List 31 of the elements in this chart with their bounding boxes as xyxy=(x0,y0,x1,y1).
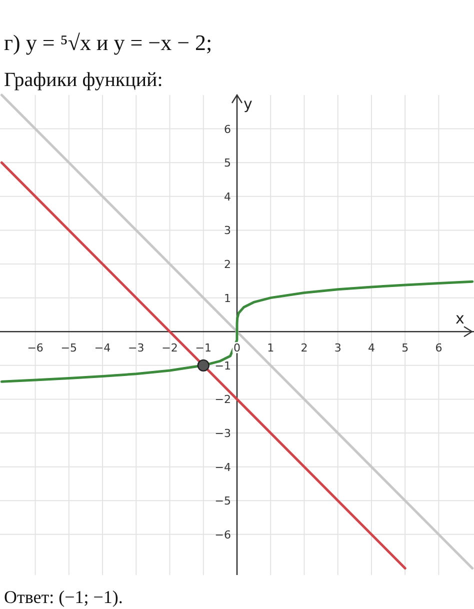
x-tick-label: 1 xyxy=(267,342,274,355)
y-tick-label: −5 xyxy=(214,494,231,508)
y-tick-label: −3 xyxy=(214,427,231,440)
y-tick-label: −1 xyxy=(214,359,231,372)
y-tick-label: 3 xyxy=(224,224,231,238)
y-tick-label: 6 xyxy=(224,122,231,136)
y-tick-label: 5 xyxy=(224,156,231,170)
y-tick-label: 4 xyxy=(224,190,231,204)
x-tick-label: 4 xyxy=(368,342,375,355)
text: Ответ: (−1; −1). xyxy=(4,587,123,607)
x-axis-title: x xyxy=(456,310,465,328)
x-tick-label: −3 xyxy=(128,342,144,355)
x-tick-label: 6 xyxy=(435,342,442,355)
x-tick-label: 0 xyxy=(234,342,240,355)
y-tick-label: 1 xyxy=(224,292,231,305)
x-tick-label: −4 xyxy=(94,342,111,355)
x-tick-label: −6 xyxy=(27,342,44,355)
x-tick-label: 3 xyxy=(334,342,342,355)
x-tick-label: 2 xyxy=(300,342,308,355)
chart-subtitle: Графики функций: xyxy=(4,69,163,91)
y-tick-label: 2 xyxy=(224,258,231,272)
x-tick-label: −1 xyxy=(195,342,212,355)
y-axis-title: y xyxy=(244,95,253,113)
y-tick-label: −4 xyxy=(214,460,231,474)
x-tick-label: −2 xyxy=(162,342,178,355)
x-tick-label: 5 xyxy=(402,342,409,355)
y-tick-label: −2 xyxy=(214,393,231,406)
line-series xyxy=(0,280,474,383)
chart-title: г) y = ⁵√x и y = −x − 2; xyxy=(4,30,212,55)
y-tick-label: −6 xyxy=(214,528,231,542)
x-tick-label: −5 xyxy=(60,342,78,355)
